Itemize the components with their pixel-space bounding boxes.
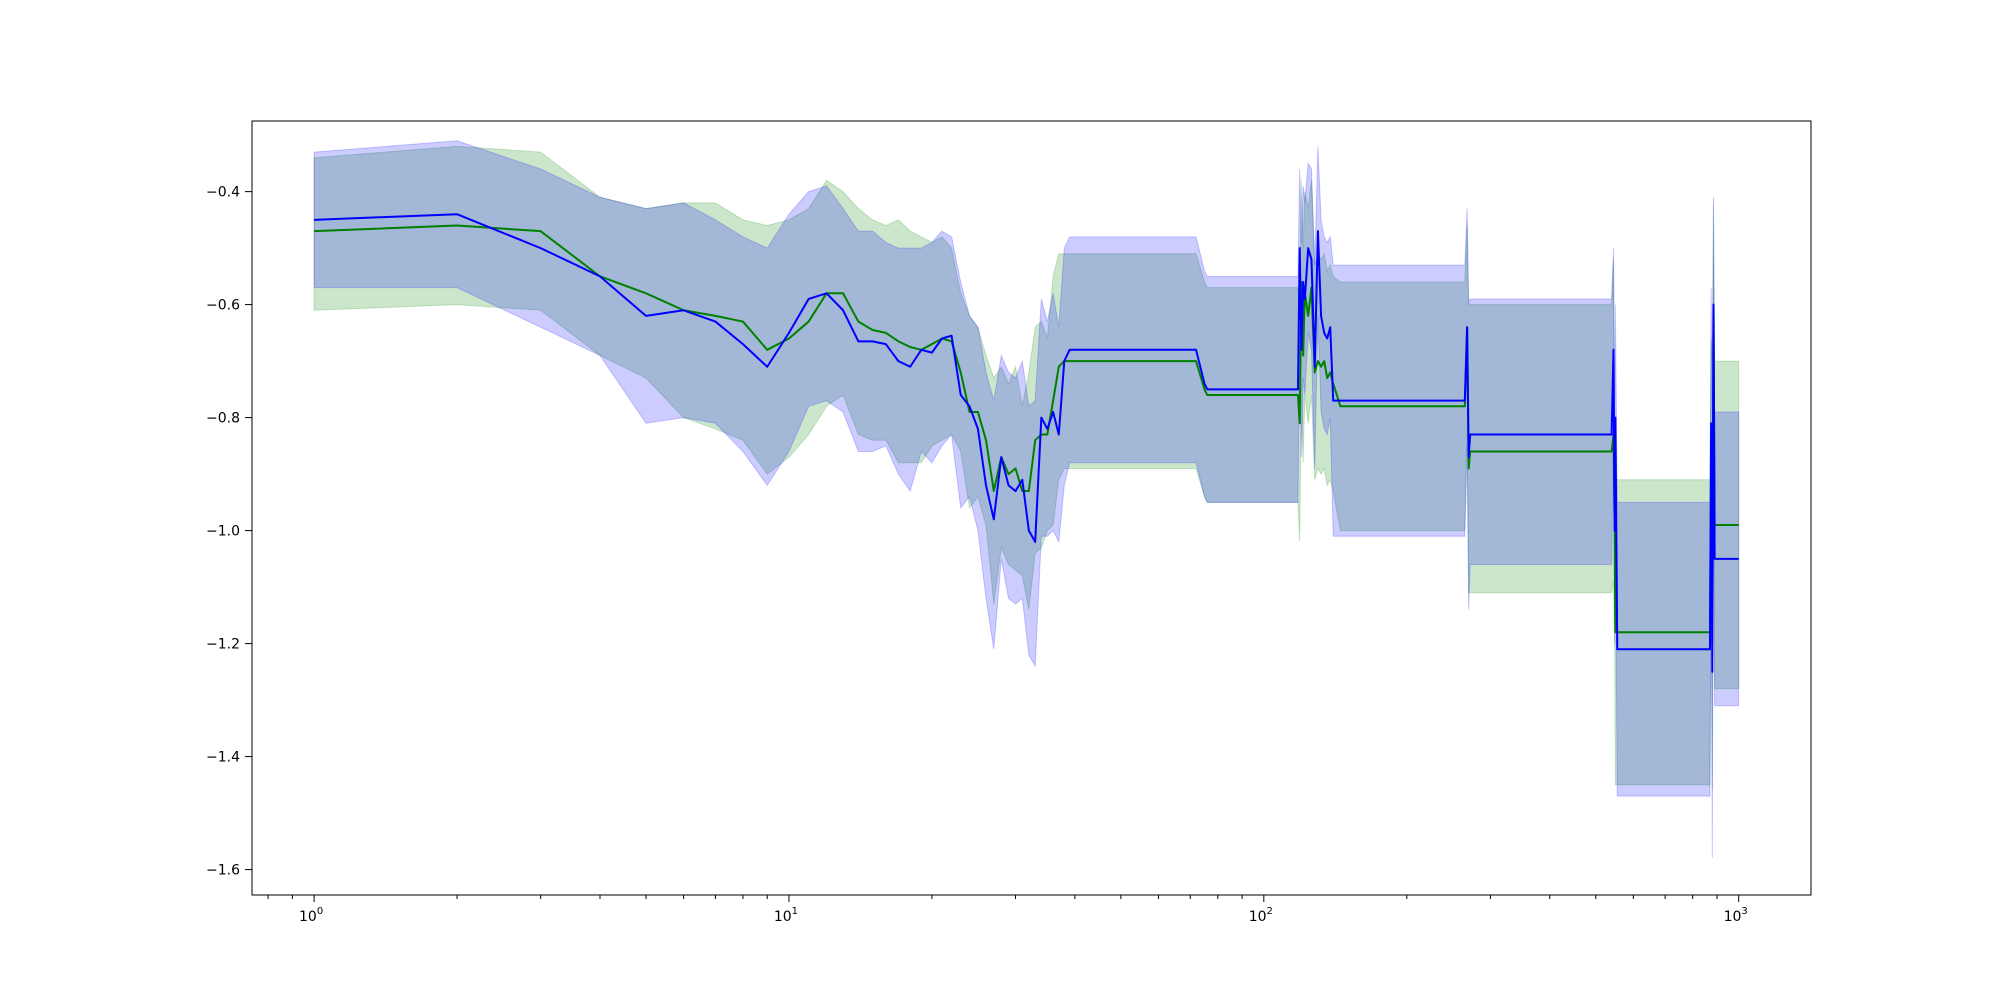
x-tick-base: 10 (1249, 909, 1267, 925)
x-tick-exponent: 1 (792, 906, 798, 917)
plot-frame (251, 120, 1812, 896)
x-tick-label: 100 (299, 906, 323, 925)
series-1-band (313, 145, 1740, 791)
x-tick-exponent: 3 (1741, 906, 1747, 917)
y-tick-label: −0.4 (206, 185, 240, 201)
series-2-band (313, 140, 1740, 859)
y-tick-label: −1.2 (206, 637, 240, 653)
y-tick-label: −1.6 (206, 863, 240, 879)
confidence-bands (313, 140, 1740, 859)
series-2-line (314, 213, 1739, 673)
y-tick-label: −0.8 (206, 411, 240, 427)
x-tick-exponent: 2 (1267, 906, 1273, 917)
x-tick-base: 10 (774, 909, 792, 925)
x-tick-base: 10 (1724, 909, 1742, 925)
x-tick-base: 10 (299, 909, 317, 925)
x-axis: 100 101 102 103 (267, 895, 1748, 925)
x-tick-label: 103 (1724, 906, 1748, 925)
x-tick-label: 101 (774, 906, 798, 925)
series-lines (314, 213, 1739, 673)
y-tick-label: −1.4 (206, 750, 240, 766)
y-tick-label: −0.6 (206, 298, 240, 314)
y-tick-label: −1.0 (206, 524, 240, 540)
x-tick-label: 102 (1249, 906, 1273, 925)
y-axis: −0.4 −0.6 −0.8 −1.0 −1.2 −1.4 −1.6 (206, 185, 252, 879)
x-tick-exponent: 0 (317, 906, 323, 917)
